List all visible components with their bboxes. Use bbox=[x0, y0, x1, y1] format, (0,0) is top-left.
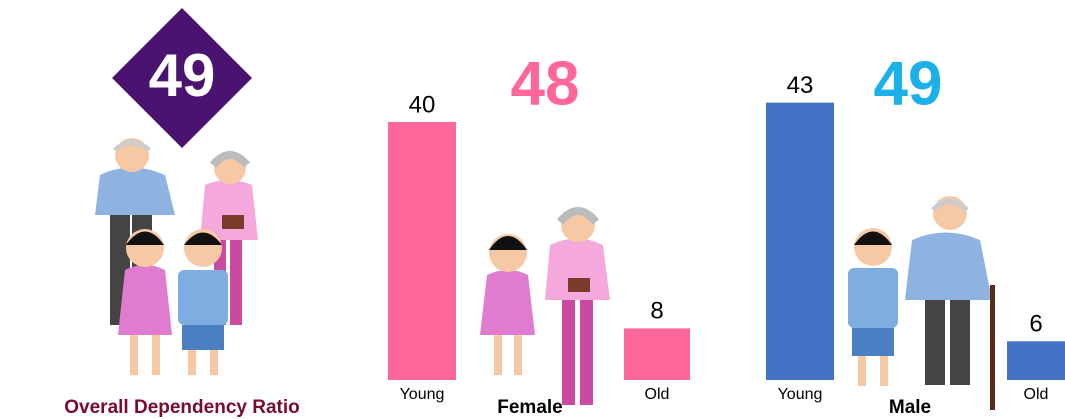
overall-value: 49 bbox=[149, 42, 216, 109]
category-label: Old bbox=[645, 386, 670, 403]
male-illustration bbox=[848, 196, 995, 410]
category-label: Young bbox=[778, 386, 823, 403]
bar bbox=[624, 328, 690, 380]
page: 49 Overall Dependency Ratio bbox=[0, 0, 1065, 419]
bar bbox=[388, 122, 456, 380]
category-label: Young bbox=[400, 386, 445, 403]
value-label: 43 bbox=[787, 72, 814, 99]
chart-title: Male bbox=[889, 397, 931, 418]
chart-title: Female bbox=[497, 397, 562, 418]
bar bbox=[766, 103, 834, 380]
value-label: 8 bbox=[650, 298, 663, 325]
family-illustration bbox=[95, 138, 258, 375]
infographic: 49 Overall Dependency Ratio bbox=[0, 0, 1065, 419]
chart-total: 49 bbox=[874, 49, 943, 118]
chart-total: 48 bbox=[511, 49, 580, 118]
value-label: 6 bbox=[1029, 311, 1042, 338]
category-label: Old bbox=[1024, 386, 1049, 403]
overall-label: Overall Dependency Ratio bbox=[64, 397, 299, 418]
female-illustration bbox=[480, 208, 610, 405]
value-label: 40 bbox=[409, 91, 436, 118]
bar bbox=[1007, 341, 1065, 380]
